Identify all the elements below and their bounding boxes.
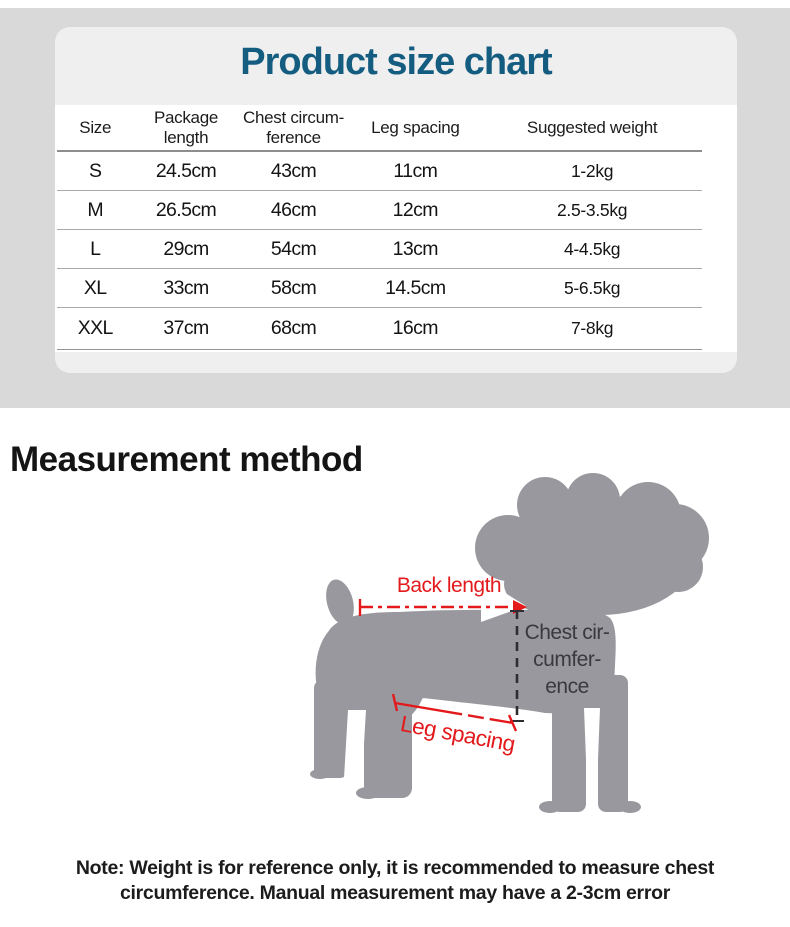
cell-suggested-weight: 7-8kg: [570, 318, 614, 338]
muzzle: [504, 555, 596, 613]
size-chart-card: Product size chart Size Package length C…: [55, 27, 737, 373]
rear-leg-gap: [344, 710, 366, 778]
cell-chest-circumference: 54cm: [270, 237, 317, 260]
col-header-leg-spacing: Leg spacing: [371, 117, 460, 137]
cell-leg-spacing: 14.5cm: [385, 276, 446, 299]
size-chart-table: Size Package length Chest circum- ferenc…: [57, 105, 702, 350]
neck-notch: [481, 578, 526, 622]
cell-package-length: 29cm: [163, 237, 209, 260]
col-header-package-length: Package length: [153, 107, 219, 147]
chest-circumference-label: Chest cir- cumfer- ence: [524, 621, 610, 698]
cell-chest-circumference: 58cm: [270, 276, 317, 299]
ear-lump: [653, 542, 703, 592]
col-header-size: Size: [79, 117, 112, 137]
table-row: S 24.5cm 43cm 11cm 1-2kg: [57, 152, 702, 191]
near-rear-leg: [364, 695, 412, 798]
cell-leg-spacing: 11cm: [393, 159, 438, 182]
cell-size: XL: [83, 276, 107, 299]
leg-spacing-line: [391, 693, 518, 732]
table-header-row: Size Package length Chest circum- ferenc…: [57, 105, 702, 152]
cell-size: XXL: [77, 317, 114, 339]
cell-chest-circumference: 68cm: [270, 317, 317, 339]
cell-leg-spacing: 12cm: [392, 198, 439, 221]
col-header-chest-circumference: Chest circum- ference: [243, 107, 344, 147]
table-row: XXL 37cm 68cm 16cm 7-8kg: [57, 308, 702, 350]
cell-suggested-weight: 2.5-3.5kg: [556, 199, 628, 220]
back-length-label: Back length: [396, 574, 502, 597]
cell-chest-circumference: 46cm: [270, 198, 317, 221]
table-row: L 29cm 54cm 13cm 4-4.5kg: [57, 230, 702, 269]
silhouette-gaps: [344, 578, 600, 812]
size-chart-table-background: Size Package length Chest circum- ferenc…: [55, 105, 737, 352]
near-front-leg: [552, 700, 586, 812]
size-chart-title: Product size chart: [240, 41, 552, 83]
dog-silhouette: [310, 473, 709, 813]
cell-package-length: 26.5cm: [155, 198, 217, 221]
cell-leg-spacing: 16cm: [392, 317, 439, 339]
cell-size: M: [87, 198, 104, 221]
cell-suggested-weight: 4-4.5kg: [563, 238, 621, 259]
col-header-suggested-weight: Suggested weight: [526, 117, 658, 137]
table-row: XL 33cm 58cm 14.5cm 5-6.5kg: [57, 269, 702, 308]
cell-package-length: 24.5cm: [155, 159, 217, 182]
cell-size: L: [90, 237, 101, 260]
cell-size: S: [89, 159, 102, 182]
table-row: M 26.5cm 46cm 12cm 2.5-3.5kg: [57, 191, 702, 230]
measurement-method-title: Measurement method: [10, 440, 363, 479]
dog-measurement-figure: [310, 473, 709, 813]
reference-note: Note: Weight is for reference only, it i…: [75, 857, 715, 904]
cell-suggested-weight: 5-6.5kg: [563, 277, 621, 298]
far-rear-leg: [314, 680, 348, 778]
cell-chest-circumference: 43cm: [270, 159, 317, 182]
cell-suggested-weight: 1-2kg: [570, 160, 614, 181]
far-front-leg: [598, 675, 628, 812]
cell-package-length: 37cm: [163, 317, 209, 339]
front-leg-gap: [584, 708, 600, 812]
cell-leg-spacing: 13cm: [392, 237, 439, 260]
cell-package-length: 33cm: [163, 276, 209, 299]
